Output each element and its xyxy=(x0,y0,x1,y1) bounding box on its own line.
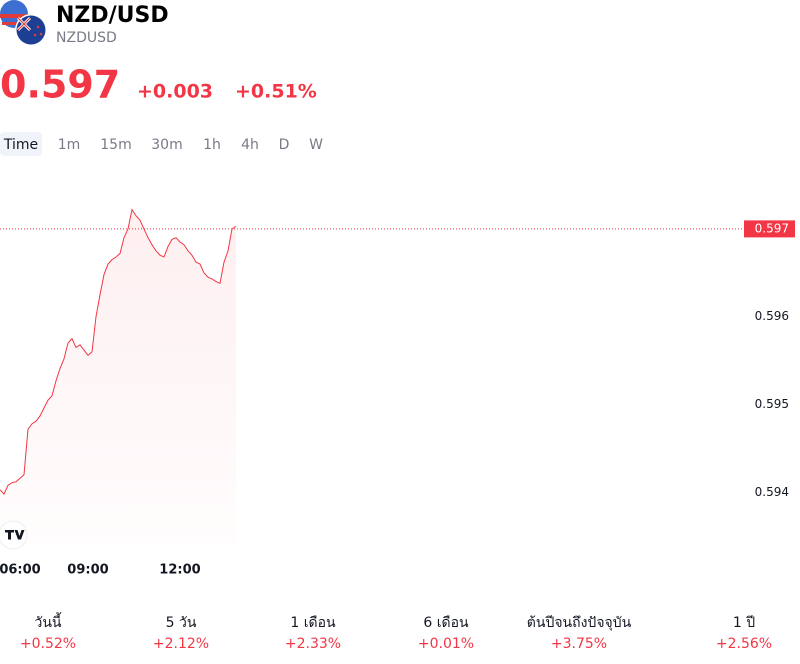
performance-label[interactable]: วันนี้ xyxy=(34,612,62,631)
symbol: NZDUSD xyxy=(56,30,117,46)
timeframe-button[interactable]: 4h xyxy=(241,137,259,153)
tv-logo xyxy=(0,520,28,550)
timeframe-button[interactable]: 1h xyxy=(203,137,221,153)
timeframe-button[interactable]: 15m xyxy=(100,137,131,153)
timeframe-button[interactable]: 1m xyxy=(58,137,81,153)
title: NZD/USD xyxy=(56,3,169,28)
performance-label[interactable]: 1 เดือน xyxy=(290,615,336,631)
timeframe-button[interactable]: D xyxy=(279,137,290,153)
performance-value[interactable]: +2.56% xyxy=(716,636,772,652)
last-price-box xyxy=(744,220,795,238)
y-tick-label: 0.595 xyxy=(755,397,789,411)
y-tick-label: 0.594 xyxy=(755,485,789,499)
performance-value[interactable]: +2.12% xyxy=(153,636,209,652)
price-line-series xyxy=(0,208,237,495)
change: +0.003 xyxy=(137,81,213,103)
flags-icon xyxy=(0,0,47,46)
performance-row: วันนี้ +0.52% 5 วัน +2.12% 1 เดือน +2.33% 6 เด… xyxy=(20,612,772,652)
performance-value[interactable]: +2.33% xyxy=(285,636,341,652)
performance-value[interactable]: +0.52% xyxy=(20,636,76,652)
timeframe-bar: Time 1m 15m 30m 1h 4h D W xyxy=(0,132,323,156)
performance-value[interactable]: +3.75% xyxy=(551,636,607,652)
timeframe-selected xyxy=(0,132,42,156)
x-tick-label: 06:00 xyxy=(0,563,41,578)
performance-label[interactable]: ต้นปีจนถึงปัจจุบัน xyxy=(527,615,632,631)
change-percent: +0.51% xyxy=(235,81,317,103)
area xyxy=(0,209,236,545)
price: 0.597 xyxy=(0,63,120,107)
x-tick-label: 12:00 xyxy=(159,563,200,578)
timeframe-button[interactable]: Time xyxy=(3,137,38,153)
x-tick-label: 09:00 xyxy=(67,563,108,578)
timeframe-button[interactable]: 30m xyxy=(151,137,182,153)
performance-value[interactable]: +0.01% xyxy=(418,636,474,652)
last-price-label: 0.597 xyxy=(755,221,789,235)
performance-label[interactable]: 6 เดือน xyxy=(423,615,469,631)
timeframe-button[interactable]: W xyxy=(309,137,323,153)
performance-label[interactable]: 5 วัน xyxy=(166,615,197,631)
y-tick-label: 0.596 xyxy=(755,309,789,323)
performance-label[interactable]: 1 ปี xyxy=(733,615,755,631)
plot: 0.594 0.595 0.596 06:00 09:00 12:00 0.597 xyxy=(0,208,795,578)
